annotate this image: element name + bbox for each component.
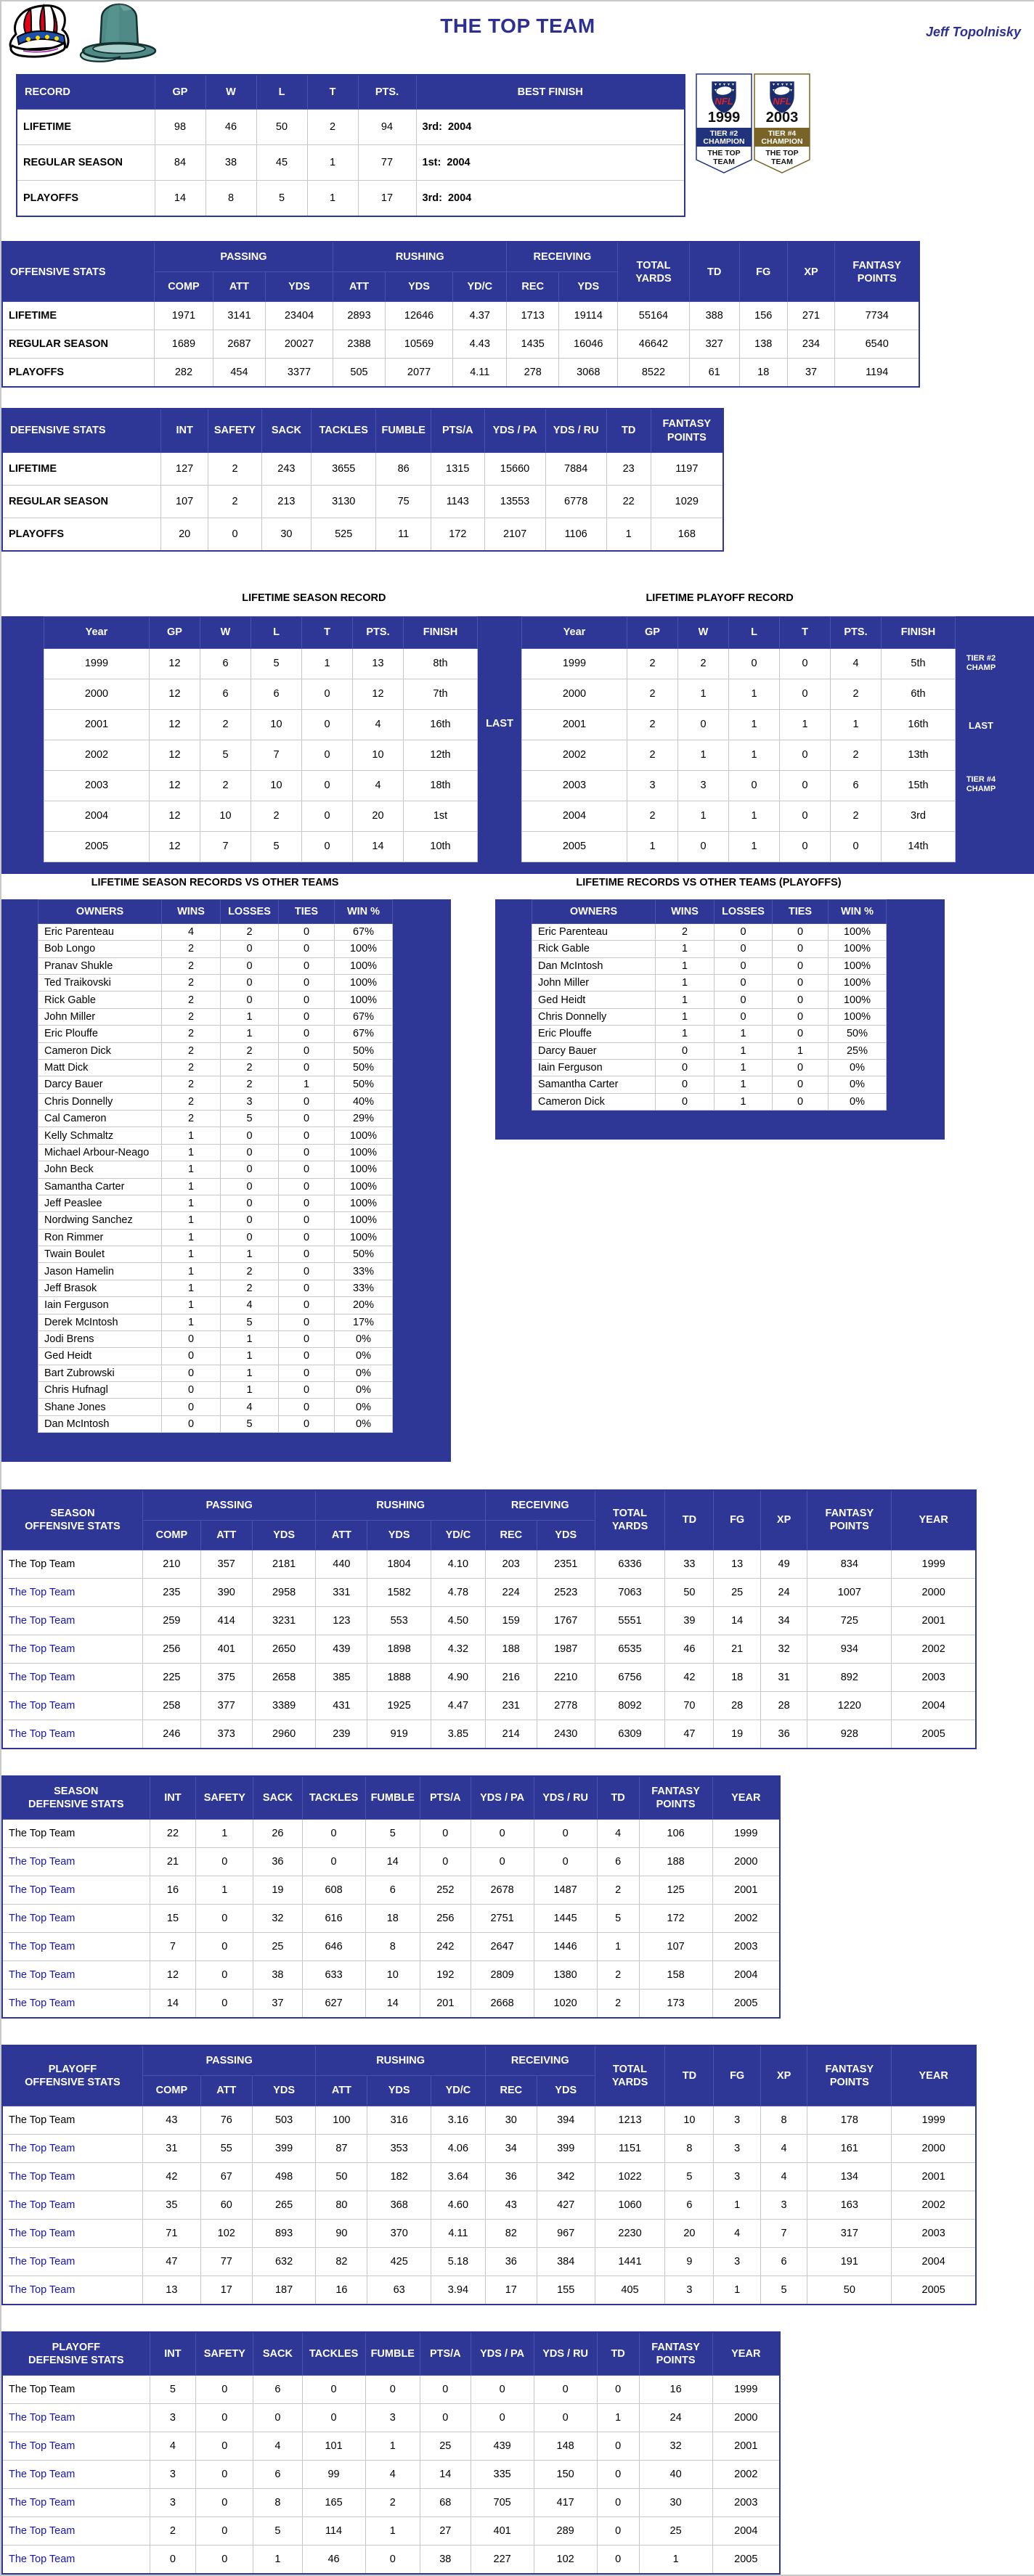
svg-text:TEAM: TEAM [713, 158, 735, 166]
svg-text:1999: 1999 [708, 110, 741, 126]
svg-text:CHAMPION: CHAMPION [761, 137, 802, 146]
svg-text:CHAMPION: CHAMPION [703, 137, 744, 146]
svg-text:NFL: NFL [715, 96, 733, 107]
svg-text:TEAM: TEAM [771, 158, 793, 166]
svg-text:2003: 2003 [766, 110, 799, 126]
svg-text:THE TOP: THE TOP [707, 149, 740, 158]
svg-text:NFL: NFL [773, 96, 791, 107]
svg-text:THE TOP: THE TOP [765, 149, 798, 158]
